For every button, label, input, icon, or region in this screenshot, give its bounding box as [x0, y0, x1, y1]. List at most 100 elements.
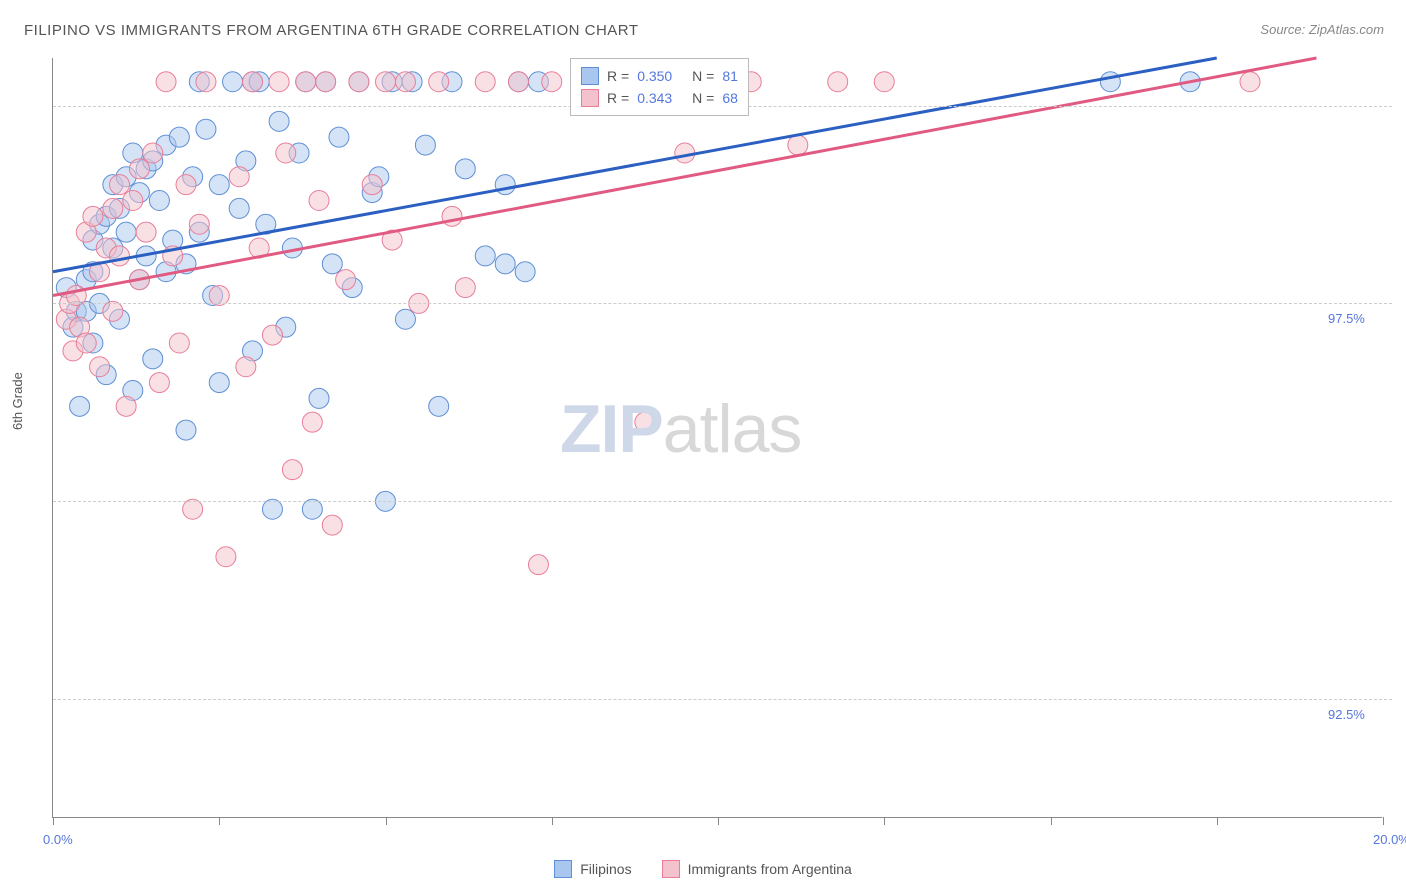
scatter-point: [262, 325, 282, 345]
scatter-point: [76, 333, 96, 353]
scatter-point: [129, 159, 149, 179]
stats-row-1: R = 0.350 N = 81: [581, 65, 738, 87]
scatter-point: [269, 72, 289, 92]
scatter-point: [415, 135, 435, 155]
scatter-point: [229, 198, 249, 218]
scatter-point: [429, 396, 449, 416]
scatter-point: [123, 191, 143, 211]
scatter-point: [329, 127, 349, 147]
scatter-point: [475, 246, 495, 266]
scatter-point: [316, 72, 336, 92]
scatter-point: [296, 72, 316, 92]
scatter-point: [216, 547, 236, 567]
scatter-point: [143, 143, 163, 163]
scatter-point: [196, 72, 216, 92]
scatter-point: [349, 72, 369, 92]
scatter-point: [395, 309, 415, 329]
scatter-point: [395, 72, 415, 92]
r-label: R =: [607, 65, 629, 87]
legend-label-argentina: Immigrants from Argentina: [688, 861, 852, 877]
scatter-point: [276, 143, 296, 163]
y-tick-label: 92.5%: [1328, 707, 1365, 722]
scatter-point: [455, 278, 475, 298]
scatter-point: [236, 357, 256, 377]
scatter-point: [209, 175, 229, 195]
legend-label-filipinos: Filipinos: [580, 861, 631, 877]
n-value-1: 81: [722, 65, 738, 87]
source-label: Source:: [1260, 22, 1305, 37]
bottom-legend: Filipinos Immigrants from Argentina: [0, 860, 1406, 878]
scatter-point: [243, 72, 263, 92]
scatter-point: [90, 357, 110, 377]
scatter-point: [176, 175, 196, 195]
scatter-point: [309, 388, 329, 408]
scatter-point: [176, 420, 196, 440]
swatch-filipinos: [581, 67, 599, 85]
scatter-point: [475, 72, 495, 92]
scatter-point: [828, 72, 848, 92]
scatter-point: [103, 198, 123, 218]
scatter-point: [322, 254, 342, 274]
legend-swatch-argentina: [662, 860, 680, 878]
n-label-2: N =: [692, 87, 714, 109]
scatter-point: [143, 349, 163, 369]
scatter-point: [110, 246, 130, 266]
scatter-point: [189, 214, 209, 234]
x-tick-label: 20.0%: [1373, 832, 1406, 847]
scatter-point: [169, 127, 189, 147]
scatter-point: [376, 72, 396, 92]
scatter-point: [70, 396, 90, 416]
y-tick-label: 97.5%: [1328, 311, 1365, 326]
scatter-point: [149, 373, 169, 393]
scatter-point: [528, 555, 548, 575]
r-label-2: R =: [607, 87, 629, 109]
watermark: ZIPatlas: [560, 390, 801, 468]
n-label: N =: [692, 65, 714, 87]
scatter-point: [156, 72, 176, 92]
watermark-atlas: atlas: [663, 391, 802, 467]
scatter-point: [83, 206, 103, 226]
stats-row-2: R = 0.343 N = 68: [581, 87, 738, 109]
source-attribution: Source: ZipAtlas.com: [1260, 22, 1384, 37]
legend-item-filipinos: Filipinos: [554, 860, 631, 878]
source-name: ZipAtlas.com: [1309, 22, 1384, 37]
scatter-point: [196, 119, 216, 139]
scatter-point: [169, 333, 189, 353]
scatter-point: [429, 72, 449, 92]
swatch-argentina: [581, 89, 599, 107]
scatter-point: [149, 191, 169, 211]
scatter-point: [322, 515, 342, 535]
scatter-point: [1240, 72, 1260, 92]
scatter-point: [509, 72, 529, 92]
scatter-point: [269, 111, 289, 131]
scatter-point: [309, 191, 329, 211]
legend-swatch-filipinos: [554, 860, 572, 878]
x-tick-label: 0.0%: [43, 832, 73, 847]
r-value-1: 0.350: [637, 65, 672, 87]
scatter-point: [336, 270, 356, 290]
scatter-point: [495, 254, 515, 274]
scatter-point: [455, 159, 475, 179]
scatter-point: [788, 135, 808, 155]
scatter-point: [223, 72, 243, 92]
scatter-point: [874, 72, 894, 92]
scatter-point: [362, 175, 382, 195]
scatter-point: [136, 222, 156, 242]
legend-item-argentina: Immigrants from Argentina: [662, 860, 852, 878]
scatter-point: [515, 262, 535, 282]
scatter-point: [282, 460, 302, 480]
scatter-point: [116, 396, 136, 416]
scatter-point: [229, 167, 249, 187]
watermark-zip: ZIP: [560, 391, 663, 467]
scatter-point: [302, 412, 322, 432]
scatter-point: [495, 175, 515, 195]
r-value-2: 0.343: [637, 87, 672, 109]
scatter-point: [209, 373, 229, 393]
scatter-point: [110, 175, 130, 195]
scatter-point: [116, 222, 136, 242]
scatter-point: [542, 72, 562, 92]
chart-title: FILIPINO VS IMMIGRANTS FROM ARGENTINA 6T…: [24, 22, 639, 39]
stats-box: R = 0.350 N = 81 R = 0.343 N = 68: [570, 58, 749, 116]
n-value-2: 68: [722, 87, 738, 109]
y-axis-title: 6th Grade: [10, 372, 25, 430]
